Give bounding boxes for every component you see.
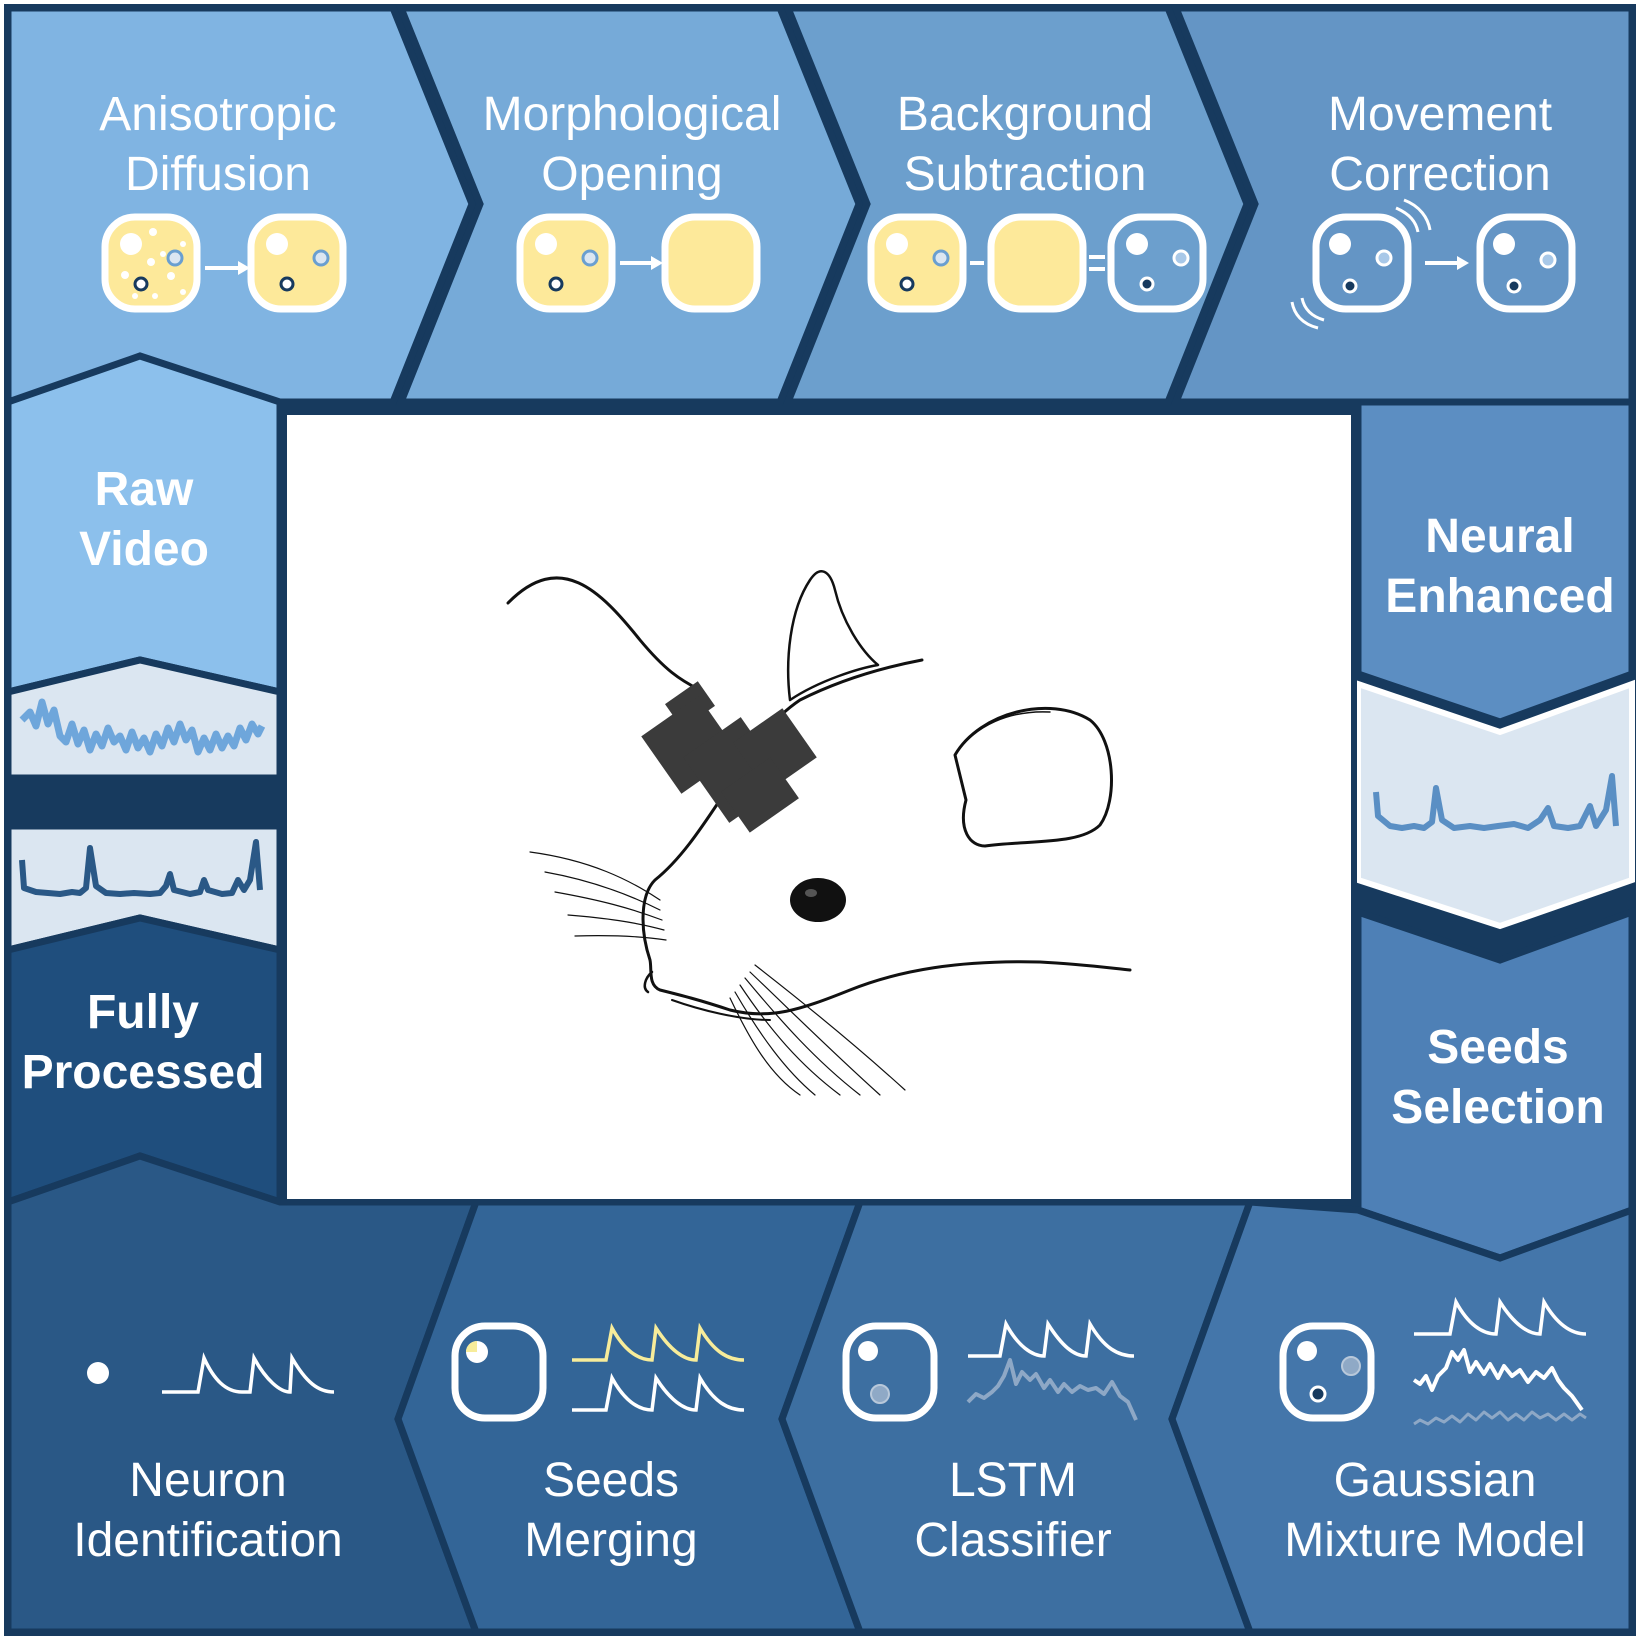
calcium-trace-icon: [1414, 1296, 1587, 1336]
motion-arc-icon: [1290, 198, 1432, 330]
fov-cell-icon: [1107, 213, 1207, 313]
calcium-trace-icon: [966, 1358, 1138, 1421]
calcium-trace-icon: [1413, 1410, 1587, 1426]
stage-label-line1: Neural: [1425, 510, 1574, 563]
calcium-trace-icon: [572, 1322, 745, 1362]
background-estimate-icon: [665, 217, 757, 309]
head-mounted-microscope-icon: [641, 681, 817, 833]
step-label-line1: LSTM: [949, 1454, 1077, 1507]
enhanced-trace-panel: [1355, 679, 1635, 930]
step-label-line2: Correction: [1329, 148, 1550, 201]
step-label-line2: Diffusion: [125, 148, 311, 201]
fov-cell-icon: [251, 217, 343, 309]
calcium-trace-icon: [1373, 773, 1619, 831]
neuron-dot-icon: [87, 1362, 109, 1384]
stage-label-line2: Processed: [22, 1046, 265, 1099]
stage-neural-enhanced-chevron: [1354, 398, 1636, 726]
arrow-head: [1457, 256, 1469, 270]
fov-cell-icon: [842, 1322, 938, 1422]
step-label-line2: Identification: [73, 1514, 343, 1567]
step-anisotropic-diffusion: [4, 4, 476, 406]
stage-label-line1: Seeds: [1427, 1021, 1568, 1074]
stage-label-line2: Selection: [1391, 1081, 1604, 1134]
step-label-line1: Gaussian: [1334, 1454, 1537, 1507]
calcium-trace-icon: [968, 1318, 1135, 1358]
arrow-head: [651, 256, 663, 270]
step-label-line1: Seeds: [543, 1454, 679, 1507]
calcium-trace-icon: [19, 839, 263, 897]
stage-label-line1: Fully: [87, 986, 199, 1039]
eye-highlight: [805, 889, 817, 897]
background-estimate-icon: [991, 217, 1083, 309]
fov-cell-icon: [520, 217, 612, 309]
fov-cell-icon: [1476, 213, 1576, 313]
step-label-line1: Neuron: [129, 1454, 286, 1507]
fov-cell-icon: [1279, 1322, 1375, 1422]
calcium-trace-icon: [572, 1372, 745, 1412]
fov-cell-icon: [105, 217, 197, 309]
calcium-trace-icon: [162, 1352, 335, 1394]
fov-cell-icon: [1312, 213, 1412, 313]
step-label-line1: Morphological: [483, 88, 782, 141]
step-gaussian-mixture-model: [1168, 1198, 1636, 1636]
stage-label-line1: Raw: [95, 463, 194, 516]
step-label-line2: Merging: [524, 1514, 697, 1567]
stage-label-line2: Enhanced: [1385, 570, 1614, 623]
step-label-line2: Opening: [541, 148, 722, 201]
mouse-eye: [790, 878, 846, 922]
equals-icon: [1089, 255, 1105, 271]
fov-cell-icon: [871, 217, 963, 309]
fov-cell-icon: [451, 1322, 547, 1422]
step-label-line2: Classifier: [914, 1514, 1111, 1567]
calcium-trace-icon: [19, 698, 266, 756]
arrow-head: [238, 261, 250, 275]
stage-label-line2: Video: [79, 523, 209, 576]
calcium-trace-icon: [1412, 1348, 1584, 1412]
step-label-line1: Movement: [1328, 88, 1552, 141]
step-label-line2: Subtraction: [904, 148, 1147, 201]
step-label-line1: Background: [897, 88, 1153, 141]
step-label-line1: Anisotropic: [99, 88, 336, 141]
step-label-line2: Mixture Model: [1284, 1514, 1585, 1567]
